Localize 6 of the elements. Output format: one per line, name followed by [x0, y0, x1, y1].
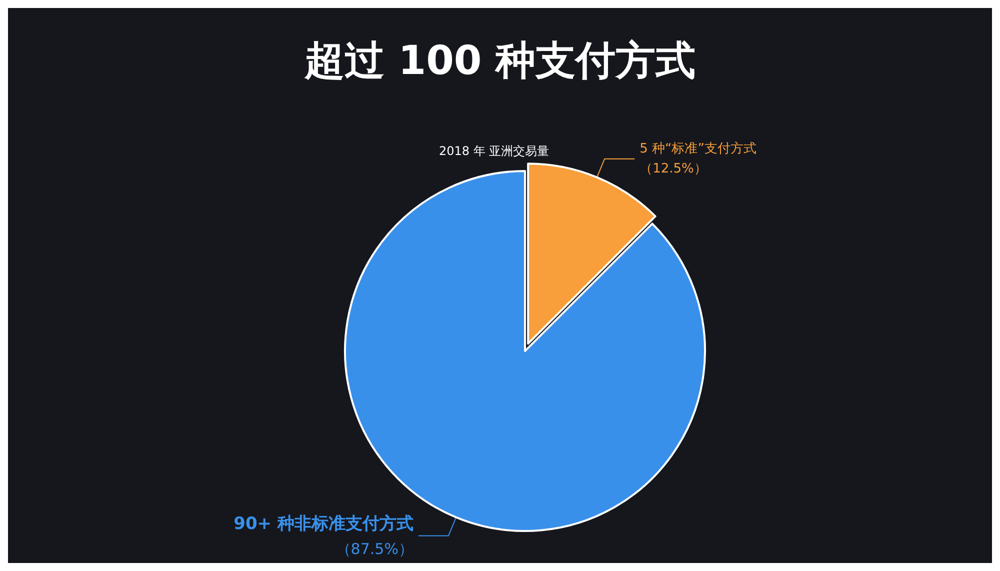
slice-label: 5 种“标准”支付方式 [640, 140, 756, 156]
chart-title: 超过 100 种支付方式 [303, 38, 696, 84]
data-label: （12.5%） [640, 161, 707, 176]
data-label: （87.5%） [336, 540, 414, 558]
slice-label: 90+ 种非标准支付方式 [234, 514, 414, 534]
chart-subtitle: 2018 年 亚洲交易量 [439, 144, 550, 158]
